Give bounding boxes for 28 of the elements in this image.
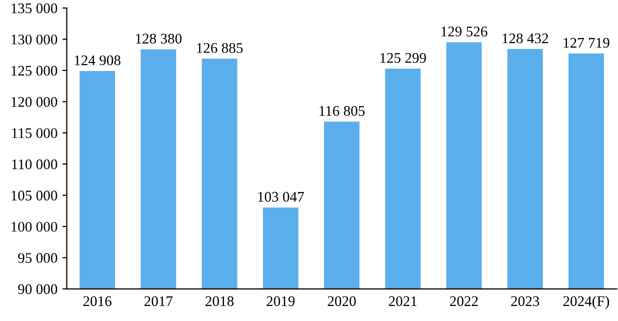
x-tick-label: 2020 xyxy=(328,296,356,306)
data-label: 126 885 xyxy=(197,43,243,53)
y-tick-label: 90 000 xyxy=(18,284,58,294)
data-label: 124 908 xyxy=(74,55,120,66)
x-tick-label: 2023 xyxy=(511,296,540,306)
data-label: 129 526 xyxy=(442,26,488,36)
x-tick-label: 2017 xyxy=(144,296,173,306)
x-tick-label: 2019 xyxy=(266,296,295,306)
y-tick-label: 105 000 xyxy=(12,190,58,200)
data-label: 116 805 xyxy=(320,106,365,116)
y-tick-label: 130 000 xyxy=(12,34,58,44)
y-tick-label: 110 000 xyxy=(12,159,58,170)
data-label: 103 047 xyxy=(258,192,304,202)
x-tick-label: 2018 xyxy=(206,296,234,306)
y-tick-label: 135 000 xyxy=(12,3,58,14)
data-label: 125 299 xyxy=(380,53,426,63)
data-label: 128 380 xyxy=(136,34,182,44)
data-label: 128 432 xyxy=(502,33,548,44)
x-tick-label: 2022 xyxy=(450,296,478,306)
y-tick-label: 100 000 xyxy=(12,222,58,232)
data-label: 127 719 xyxy=(564,38,610,48)
x-tick-label: 2024(F) xyxy=(563,296,610,310)
x-tick-label: 2021 xyxy=(388,296,417,306)
y-tick-label: 125 000 xyxy=(12,66,58,76)
x-tick-label: 2016 xyxy=(83,296,112,306)
y-tick-label: 120 000 xyxy=(12,97,58,107)
y-tick-label: 115 000 xyxy=(12,128,58,138)
y-tick-label: 95 000 xyxy=(18,253,58,263)
